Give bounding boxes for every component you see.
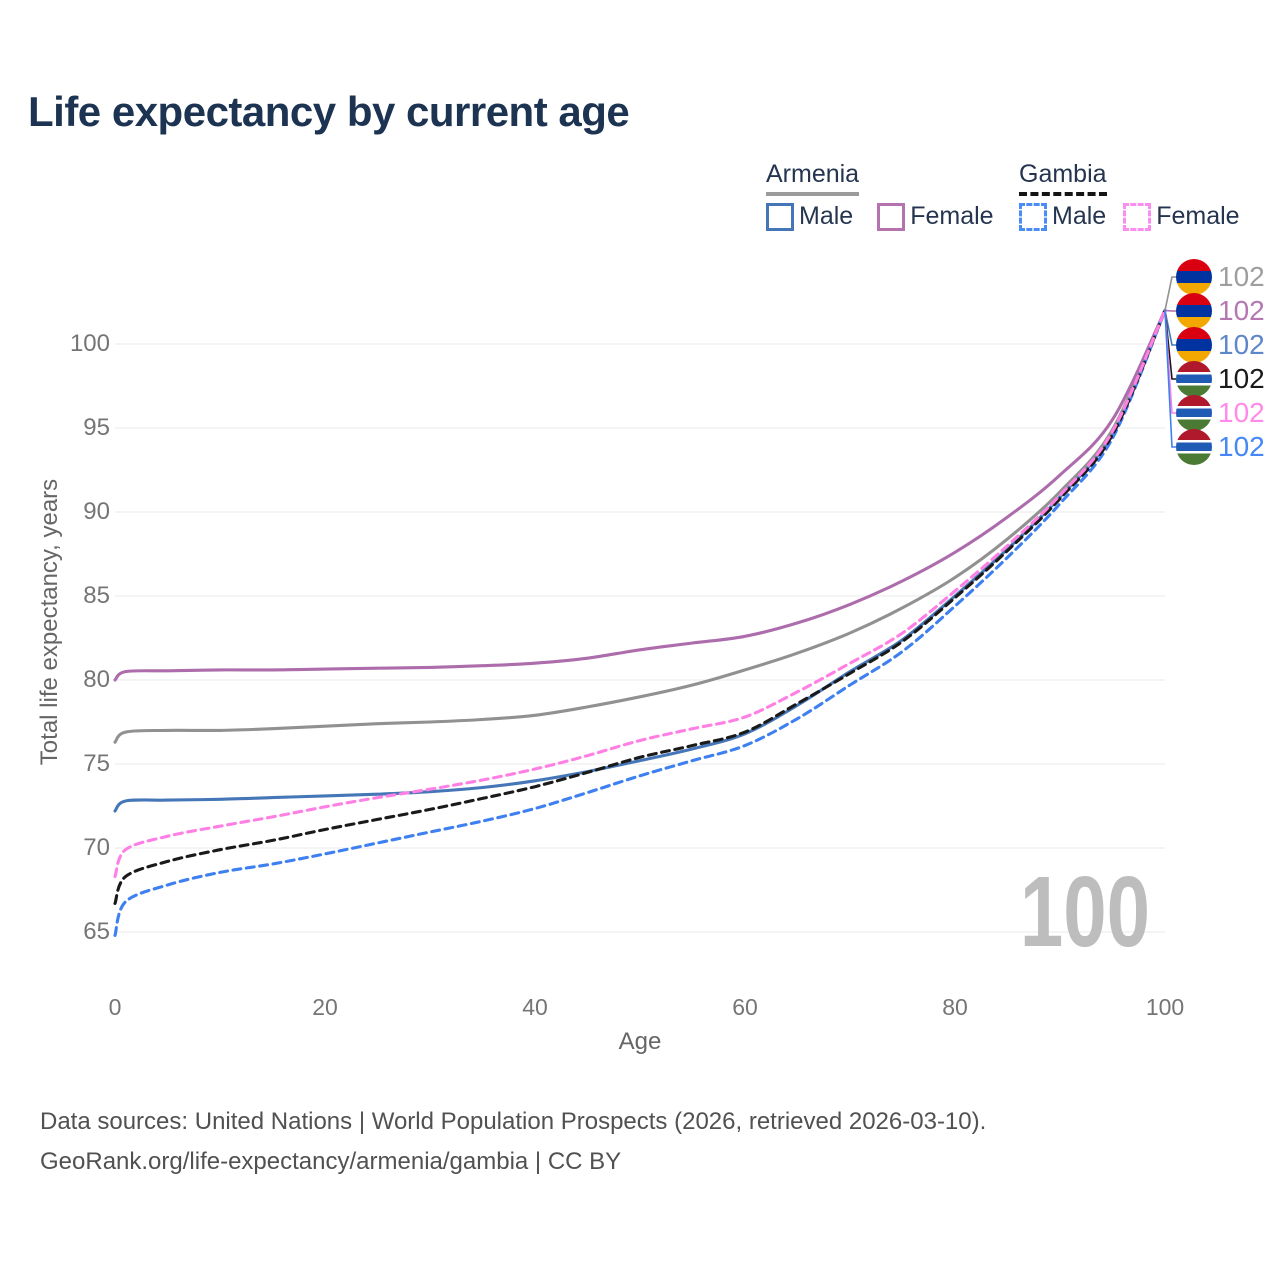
armenia-female-swatch-icon bbox=[877, 202, 906, 231]
series-line-gambia[interactable] bbox=[113, 308, 1167, 905]
end-label-connector-gambia bbox=[1164, 310, 1176, 380]
end-label-connector-gambia-male bbox=[1164, 310, 1176, 448]
y-tick-label-65: 65 bbox=[83, 918, 110, 945]
end-label-connector-armenia-male bbox=[1164, 310, 1176, 346]
y-tick-label-80: 80 bbox=[83, 666, 110, 693]
legend-item-gambia-male[interactable]: Male bbox=[1019, 202, 1106, 231]
attribution-note: GeoRank.org/life-expectancy/armenia/gamb… bbox=[40, 1148, 622, 1175]
x-tick-label-80: 80 bbox=[942, 994, 968, 1020]
y-tick-label-100: 100 bbox=[69, 330, 110, 357]
end-label-connector-armenia-female bbox=[1164, 309, 1176, 312]
gambia-flag-icon bbox=[1176, 395, 1212, 431]
data-source-note: Data sources: United Nations | World Pop… bbox=[40, 1108, 987, 1135]
x-tick-label-0: 0 bbox=[108, 994, 122, 1020]
end-label-row-gambia-male: 102 bbox=[1176, 429, 1265, 465]
end-label-connector-gambia-female bbox=[1164, 310, 1176, 414]
gambia-male-swatch-icon bbox=[1019, 202, 1047, 231]
armenia-male-swatch-icon bbox=[766, 202, 794, 231]
y-tick-label-75: 75 bbox=[83, 750, 110, 777]
end-label-value: 102 bbox=[1218, 431, 1265, 462]
y-tick-label-95: 95 bbox=[83, 414, 110, 441]
armenia-flag-icon bbox=[1176, 259, 1212, 295]
end-label-value: 102 bbox=[1218, 295, 1265, 326]
x-tick-label-60: 60 bbox=[732, 994, 758, 1020]
x-axis-title: Age bbox=[618, 1028, 662, 1055]
end-label-row-gambia: 102 bbox=[1176, 361, 1265, 397]
legend-label: Male bbox=[799, 202, 854, 230]
legend-items-armenia: Male Female bbox=[766, 202, 994, 231]
end-label-row-armenia-male: 102 bbox=[1176, 327, 1265, 363]
y-tick-label-85: 85 bbox=[83, 582, 110, 609]
armenia-flag-icon bbox=[1176, 293, 1212, 329]
legend-item-gambia-female[interactable]: Female bbox=[1123, 202, 1240, 231]
legend-items-gambia: Male Female bbox=[1019, 202, 1240, 231]
legend-label: Female bbox=[910, 202, 994, 230]
gambia-flag-icon bbox=[1176, 361, 1212, 397]
end-label-row-armenia: 102 bbox=[1176, 259, 1265, 295]
end-label-value: 102 bbox=[1218, 329, 1265, 360]
y-tick-label-90: 90 bbox=[83, 498, 110, 525]
y-tick-label-70: 70 bbox=[83, 834, 110, 861]
x-tick-label-100: 100 bbox=[1145, 994, 1185, 1020]
end-label-row-armenia-female: 102 bbox=[1176, 293, 1265, 329]
end-label-value: 102 bbox=[1218, 363, 1265, 394]
end-label-row-gambia-female: 102 bbox=[1176, 395, 1265, 431]
end-label-connector-armenia bbox=[1164, 276, 1176, 311]
legend-label: Male bbox=[1052, 202, 1107, 230]
x-tick-label-20: 20 bbox=[312, 994, 338, 1020]
legend-country-gambia[interactable]: Gambia bbox=[1019, 160, 1107, 196]
gambia-female-swatch-icon bbox=[1123, 202, 1152, 231]
gambia-flag-icon bbox=[1176, 429, 1212, 465]
armenia-flag-icon bbox=[1176, 327, 1212, 363]
legend-group-armenia: Armenia Male Female bbox=[766, 160, 994, 231]
series-line-gambia-female[interactable] bbox=[113, 308, 1167, 879]
end-label-value: 102 bbox=[1218, 261, 1265, 292]
end-label-value: 102 bbox=[1218, 397, 1265, 428]
legend-country-armenia[interactable]: Armenia bbox=[766, 160, 860, 196]
hover-age-watermark: 100 bbox=[1019, 856, 1150, 968]
x-tick-label-40: 40 bbox=[522, 994, 548, 1020]
legend-group-gambia: Gambia Male Female bbox=[1019, 160, 1240, 231]
legend-item-armenia-male[interactable]: Male bbox=[766, 202, 853, 231]
legend-label: Female bbox=[1156, 202, 1240, 230]
page-title: Life expectancy by current age bbox=[28, 88, 630, 135]
series-line-armenia[interactable] bbox=[113, 308, 1167, 744]
legend-item-armenia-female[interactable]: Female bbox=[877, 202, 994, 231]
series-line-armenia-female[interactable] bbox=[113, 308, 1167, 682]
series-line-armenia-male[interactable] bbox=[113, 308, 1167, 813]
series-line-gambia-male[interactable] bbox=[113, 308, 1167, 937]
